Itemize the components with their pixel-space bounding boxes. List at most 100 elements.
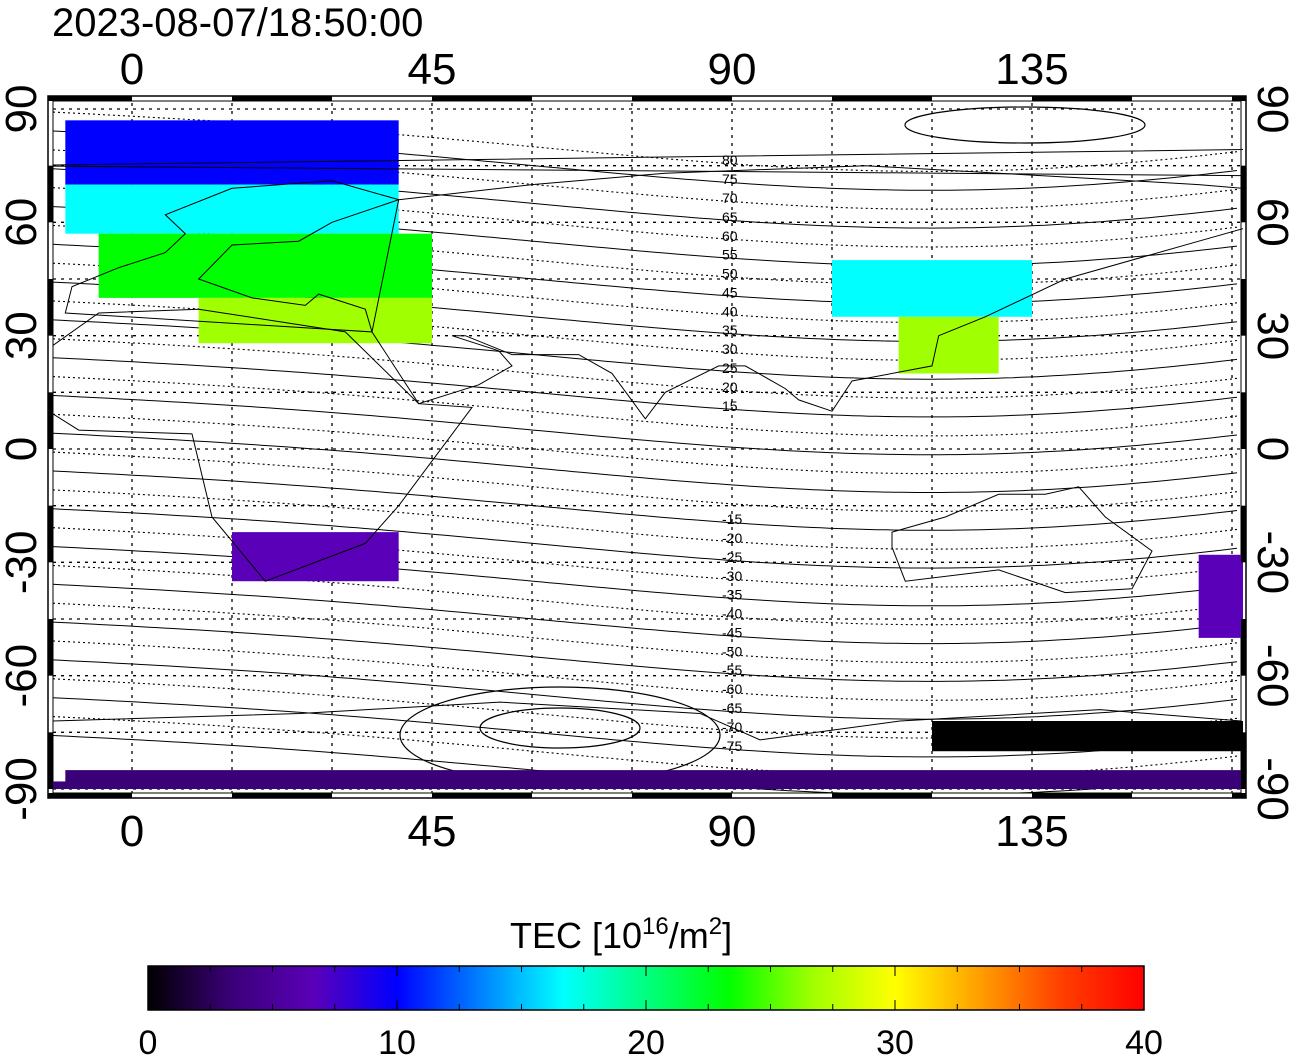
contour-label: -55	[722, 662, 742, 678]
right-latitude-label: 0	[1248, 437, 1294, 461]
top-longitude-labels: 04590135180-135-90-45	[120, 45, 1069, 94]
right-latitude-labels: 90 60 30 0 -30 -60 -90	[1248, 85, 1294, 821]
tec-patch-mideast	[198, 297, 432, 344]
contour-label: 80	[722, 152, 738, 168]
contour-label: -30	[722, 568, 742, 584]
magnetic-latitude-contour	[53, 432, 1238, 493]
contour-label: -35	[722, 587, 742, 603]
contour-label: 50	[722, 266, 738, 282]
contour-label: -40	[722, 606, 742, 622]
top-longitude-label: 45	[408, 45, 457, 94]
magnetic-latitude-contour	[53, 395, 1238, 456]
right-latitude-label: 90	[1248, 85, 1294, 134]
right-latitude-label: 60	[1248, 198, 1294, 247]
magnetic-latitude-contour	[53, 621, 1238, 682]
tec-patch-antarctica	[932, 721, 1243, 752]
contour-label: 75	[722, 171, 738, 187]
tec-patch-east-asia	[832, 260, 1032, 317]
tec-patch-south-africa	[232, 532, 399, 582]
edge-bar-right	[1241, 165, 1246, 223]
colorbar-tick-label: 40	[1125, 1024, 1163, 1057]
colorbar-tick-label: 0	[139, 1024, 158, 1057]
contour-labels: 80 75 70 65 60 55 50 45 40 35 30 25 20 15 -15 -20 -25 -30…	[722, 152, 742, 754]
edge-bar-left	[48, 505, 53, 563]
contour-label: -20	[722, 530, 742, 546]
pole-contour	[479, 707, 641, 749]
tec-data-patches	[53, 120, 1243, 789]
contour-label: 25	[722, 360, 738, 376]
right-latitude-label: -60	[1248, 644, 1294, 708]
contour-label: 60	[722, 228, 738, 244]
tec-patch-antarctica-rim	[53, 781, 499, 789]
contour-label: 40	[722, 303, 738, 319]
edge-bar-right	[1241, 732, 1246, 789]
top-longitude-label: 90	[708, 45, 757, 94]
tec-patch-new-zealand	[1198, 554, 1243, 638]
left-latitude-label: 90	[0, 85, 46, 134]
edge-bar-top	[432, 96, 532, 101]
coastline-outlines	[53, 149, 1243, 741]
colorbar-tick-labels: 0 10 20 30 40	[139, 1024, 1163, 1057]
top-longitude-label: 135	[995, 45, 1068, 94]
edge-bar-left	[48, 732, 53, 789]
edge-bar-top	[48, 96, 132, 101]
edge-bar-bottom	[432, 793, 532, 798]
coastline-australia	[891, 486, 1153, 594]
magnetic-latitude-contour	[53, 697, 1238, 758]
colorbar-tick-label: 20	[627, 1024, 665, 1057]
colorbar-tick-label: 10	[378, 1024, 416, 1057]
contour-label: -50	[722, 643, 742, 659]
contour-label: 30	[722, 341, 738, 357]
edge-bar-bottom	[1032, 793, 1132, 798]
contour-label: 70	[722, 190, 738, 206]
edge-bar-bottom	[1232, 793, 1246, 798]
edge-bar-bottom	[832, 793, 932, 798]
edge-bar-top	[1232, 96, 1246, 101]
magnetic-latitude-contour	[53, 583, 1238, 645]
coastline-antarctica	[53, 701, 1242, 741]
magnetic-latitude-contour	[53, 470, 1238, 531]
edge-bar-top	[232, 96, 332, 101]
edge-bar-left	[48, 165, 53, 223]
edge-bar-bottom	[632, 793, 732, 798]
colorbar-ticks	[147, 966, 1145, 1010]
contour-label: -25	[722, 549, 742, 565]
magnetic-latitude-contour	[53, 659, 1238, 720]
pole-contour	[904, 106, 1146, 144]
edge-bar-top	[632, 96, 732, 101]
bottom-longitude-labels: 04590135180-135-90-45	[120, 807, 1069, 856]
edge-bar-top	[832, 96, 932, 101]
edge-bar-right	[1241, 505, 1246, 563]
timestamp-title: 2023-08-07/18:50:00	[52, 1, 423, 45]
bottom-longitude-label: 90	[708, 807, 757, 856]
edge-bar-left	[48, 619, 53, 676]
contour-label: 15	[722, 398, 738, 414]
tec-patch-europe	[98, 233, 433, 298]
contour-label: -60	[722, 681, 742, 697]
frame-edge-bars	[48, 96, 1246, 798]
edge-bar-bottom	[232, 793, 332, 798]
edge-bar-right	[1241, 619, 1246, 676]
right-latitude-label: -30	[1248, 531, 1294, 595]
tec-patch-europe-north	[65, 184, 399, 234]
edge-bar-bottom	[48, 793, 132, 798]
bottom-longitude-label: 0	[120, 807, 144, 856]
bottom-longitude-label: 135	[995, 807, 1068, 856]
left-latitude-label: 60	[0, 198, 46, 247]
left-latitude-label: -60	[0, 644, 46, 708]
contour-label: 20	[722, 379, 738, 395]
coastline-africa	[53, 308, 473, 582]
contour-label: 55	[722, 247, 738, 263]
right-latitude-label: 30	[1248, 311, 1294, 360]
left-latitude-label: 0	[0, 437, 46, 461]
magnetic-latitude-contour	[53, 508, 1238, 569]
edge-bar-left	[48, 392, 53, 449]
colorbar-tick-label: 30	[876, 1024, 914, 1057]
left-latitude-labels: 90 60 30 0 -30 -60 -90	[0, 85, 46, 821]
edge-bar-top	[1032, 96, 1132, 101]
coastline-asia	[371, 165, 1243, 420]
contour-label: -65	[722, 700, 742, 716]
contour-label: 35	[722, 322, 738, 338]
tec-patch-arctic	[65, 120, 399, 185]
